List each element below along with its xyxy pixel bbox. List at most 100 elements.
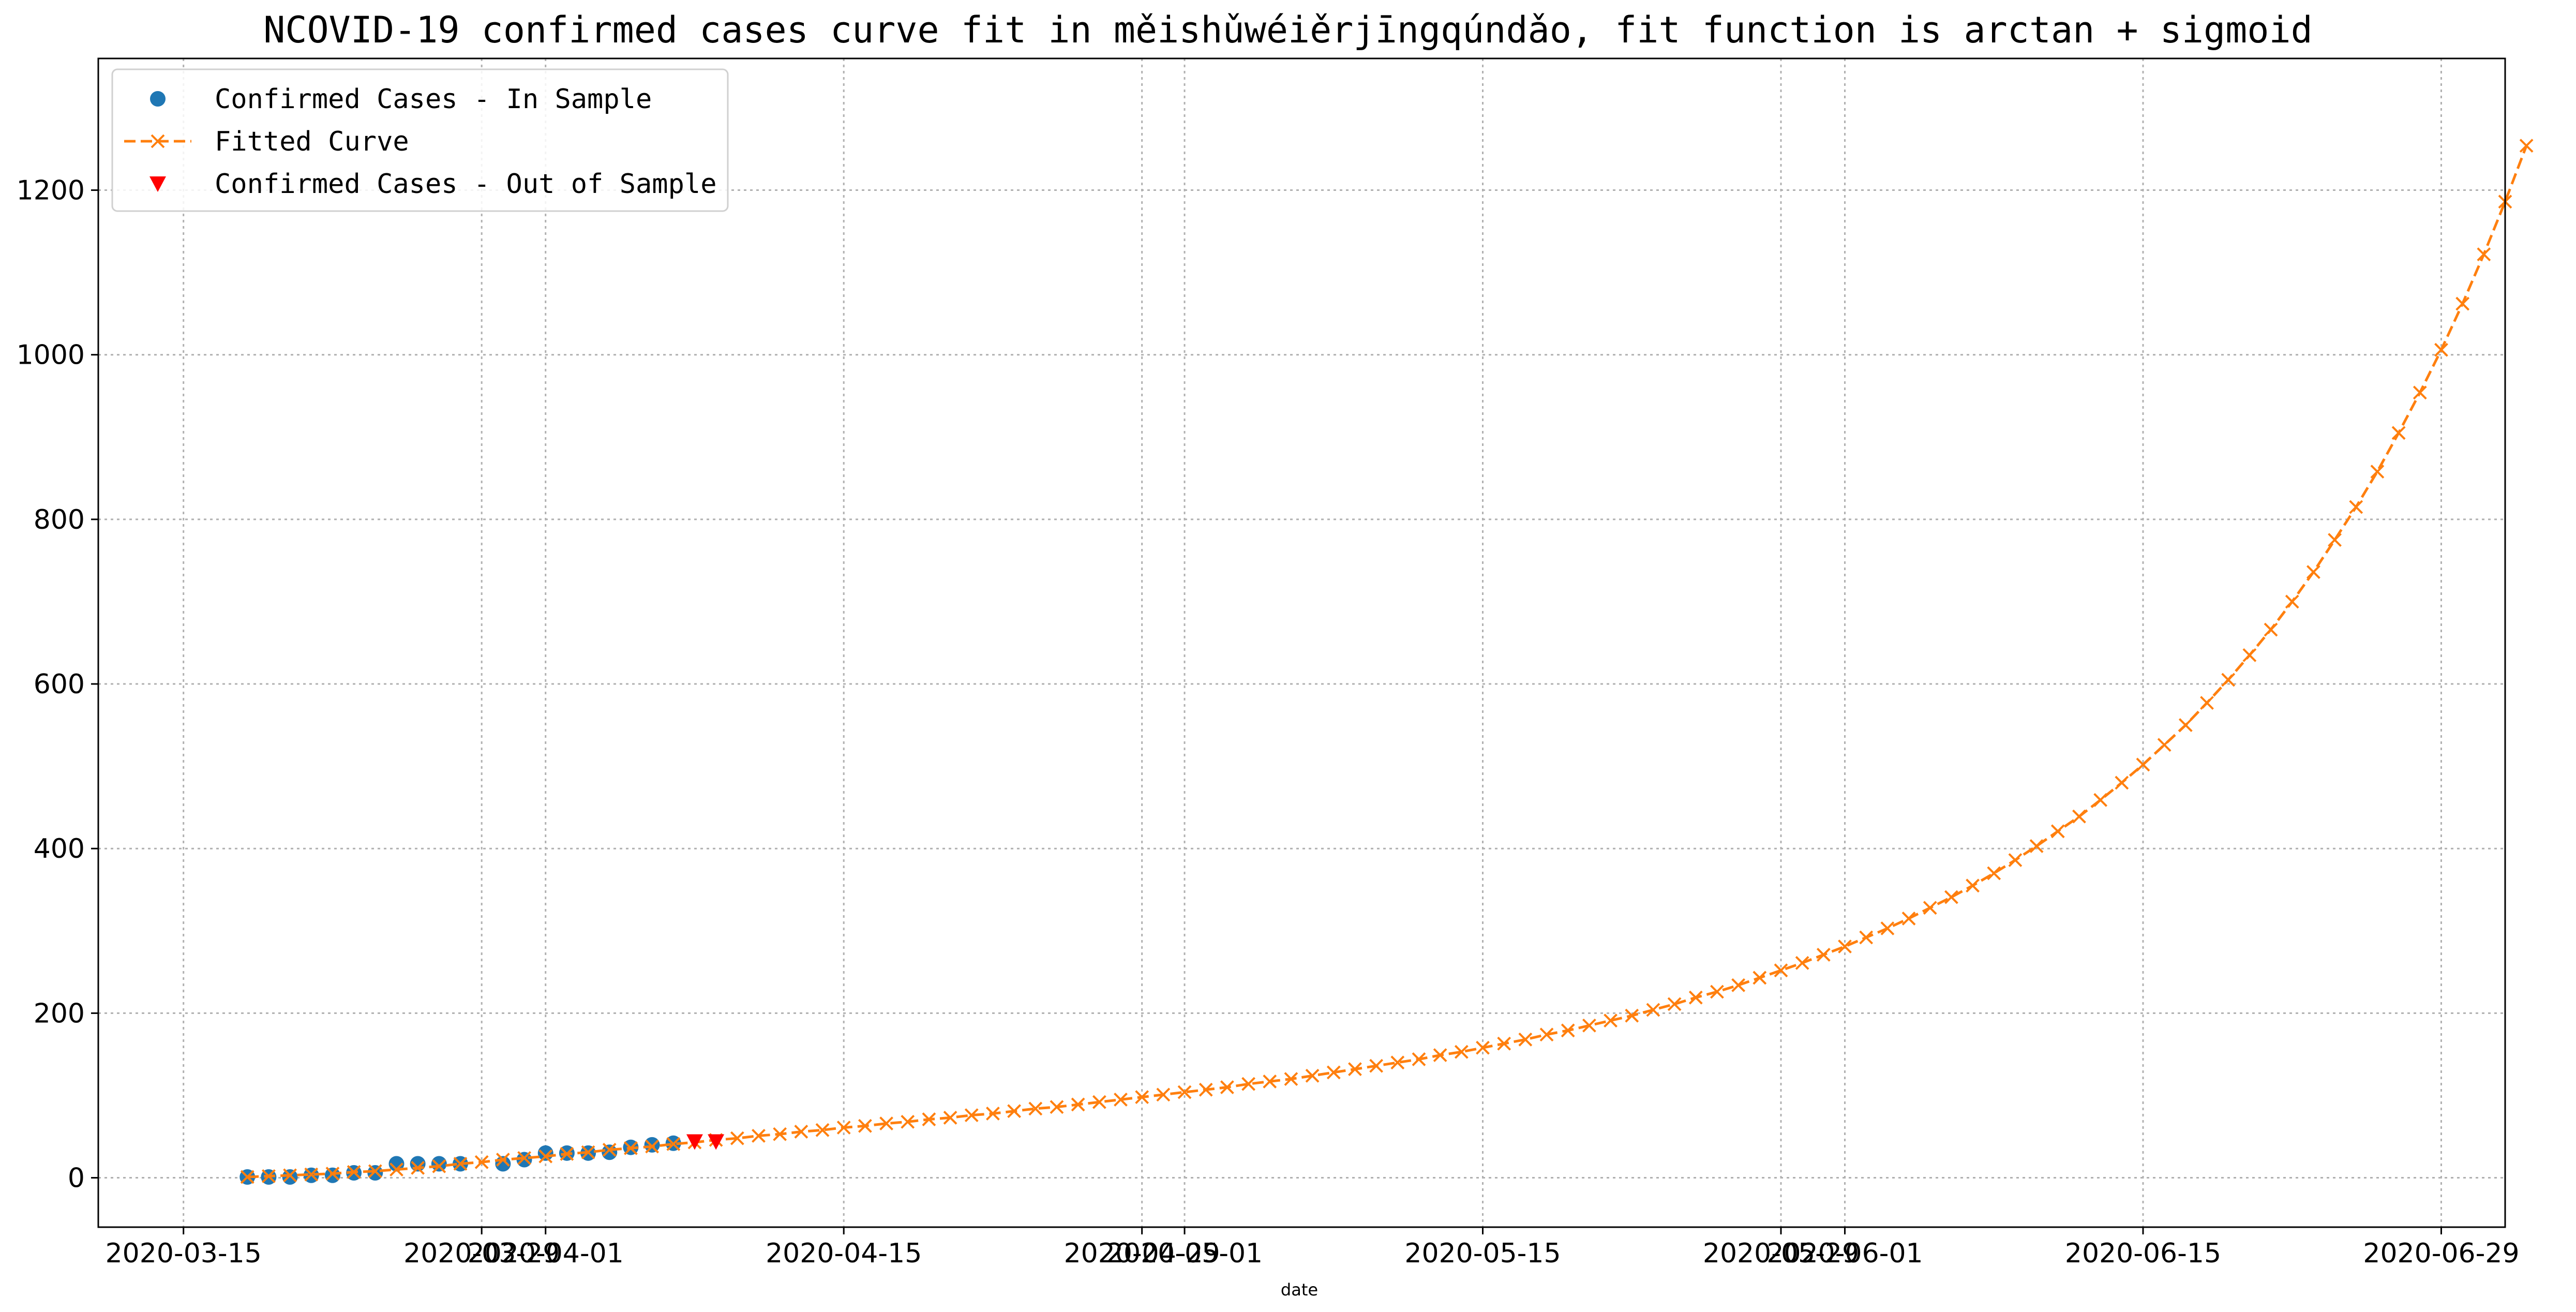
fitted-curve-marker bbox=[1944, 890, 1958, 904]
fitted-curve-marker bbox=[1348, 1062, 1362, 1076]
fitted-curve-marker bbox=[453, 1157, 468, 1171]
fitted-curve-marker bbox=[1582, 1018, 1596, 1033]
fitted-curve-marker bbox=[1561, 1023, 1575, 1038]
legend-label: Confirmed Cases - In Sample bbox=[215, 84, 652, 115]
fitted-curve-marker bbox=[262, 1169, 276, 1183]
in-sample-point bbox=[282, 1169, 298, 1185]
legend-marker-in-sample bbox=[150, 91, 166, 107]
fitted-curve-marker bbox=[2413, 385, 2427, 400]
fitted-curve-marker bbox=[752, 1129, 766, 1143]
x-tick-label: 2020-05-15 bbox=[1404, 1238, 1561, 1269]
fitted-curve-marker bbox=[1838, 940, 1852, 953]
fitted-curve-marker bbox=[1241, 1077, 1255, 1091]
fitted-curve-marker bbox=[560, 1146, 574, 1161]
in-sample-point bbox=[516, 1152, 532, 1168]
fitted-curve-marker bbox=[666, 1137, 681, 1151]
fitted-curve-marker bbox=[964, 1108, 979, 1123]
fitted-curve-marker bbox=[1156, 1087, 1171, 1102]
fitted-curve-marker bbox=[943, 1111, 957, 1125]
fitted-curve-marker bbox=[474, 1155, 489, 1169]
fitted-curve-marker bbox=[1220, 1080, 1234, 1094]
x-tick-label: 2020-03-29 bbox=[403, 1238, 560, 1269]
fitted-curve-marker bbox=[2136, 757, 2150, 772]
plot-frame bbox=[97, 57, 2506, 1228]
fitted-curve-marker bbox=[624, 1141, 638, 1155]
fitted-curve-marker bbox=[2200, 696, 2214, 710]
fitted-curve-marker bbox=[1923, 901, 1937, 915]
legend-box bbox=[111, 68, 729, 212]
fitted-curve-marker bbox=[986, 1107, 1000, 1121]
fitted-curve-marker bbox=[858, 1119, 872, 1133]
x-tick-label: 2020-05-01 bbox=[1106, 1238, 1263, 1269]
legend-marker-out-of-sample bbox=[149, 176, 166, 192]
fitted-curve-marker bbox=[1646, 1003, 1660, 1017]
fitted-curve-marker bbox=[325, 1167, 340, 1181]
fitted-curve-marker bbox=[2477, 247, 2491, 262]
fitted-curve-marker bbox=[1859, 930, 1874, 945]
fitted-curve-marker bbox=[2391, 426, 2406, 440]
x-tick-label: 2020-06-15 bbox=[2065, 1238, 2221, 1269]
x-axis-label: date bbox=[1281, 1280, 1318, 1300]
fitted-curve-marker bbox=[1028, 1101, 1043, 1116]
fitted-curve-marker bbox=[304, 1167, 319, 1182]
series-layer bbox=[239, 139, 2534, 1185]
y-tick-label: 0 bbox=[68, 1163, 85, 1194]
fitted-curve-marker bbox=[496, 1153, 510, 1167]
fitted-curve-marker bbox=[794, 1125, 808, 1139]
fitted-curve-marker bbox=[2434, 342, 2448, 357]
fitted-curve-marker bbox=[1518, 1032, 1533, 1047]
fitted-curve-marker bbox=[1092, 1095, 1106, 1109]
x-tick-label: 2020-05-29 bbox=[1703, 1238, 1859, 1269]
y-tick-label: 1200 bbox=[17, 175, 85, 206]
fitted-curve-marker bbox=[2370, 465, 2385, 479]
fitted-curve-marker bbox=[1966, 878, 1980, 893]
fitted-curve-marker bbox=[1454, 1045, 1469, 1059]
fitted-curve-marker bbox=[922, 1112, 936, 1127]
fitted-curve-marker bbox=[1326, 1065, 1341, 1080]
fitted-curve-marker bbox=[1199, 1082, 1213, 1097]
in-sample-point bbox=[324, 1167, 340, 1183]
fitted-curve-marker bbox=[1476, 1040, 1490, 1055]
fitted-curve-marker bbox=[1753, 971, 1767, 985]
fitted-curve-marker bbox=[1688, 990, 1703, 1005]
in-sample-point bbox=[431, 1156, 447, 1172]
out-of-sample-point bbox=[686, 1134, 703, 1150]
legend-marker-fitted bbox=[151, 134, 165, 148]
in-sample-point bbox=[602, 1144, 618, 1160]
x-tick-label: 2020-04-15 bbox=[766, 1238, 922, 1269]
fitted-curve-marker bbox=[1816, 948, 1831, 962]
legend-label: Fitted Curve bbox=[215, 126, 409, 157]
fitted-curve-marker bbox=[901, 1114, 915, 1129]
chart-title: NCOVID-19 confirmed cases curve fit in m… bbox=[263, 9, 2313, 51]
fitted-curve-marker bbox=[538, 1149, 553, 1164]
fitted-curve-marker bbox=[2178, 718, 2193, 732]
in-sample-point bbox=[644, 1137, 660, 1153]
fitted-curve-marker bbox=[1433, 1048, 1447, 1062]
y-tick-label: 600 bbox=[34, 669, 85, 700]
fitted-curve-marker bbox=[2221, 673, 2236, 687]
x-tick-label: 2020-06-01 bbox=[1766, 1238, 1923, 1269]
fitted-curve-marker bbox=[1050, 1100, 1064, 1114]
x-tick-label: 2020-04-29 bbox=[1064, 1238, 1220, 1269]
fitted-curve-marker bbox=[1305, 1068, 1320, 1083]
fitted-curve-marker bbox=[1710, 985, 1724, 999]
fitted-curve-marker bbox=[2050, 824, 2065, 839]
fitted-curve-marker bbox=[2072, 809, 2086, 824]
fitted-curve-marker bbox=[773, 1127, 787, 1141]
fitted-curve-marker bbox=[2285, 594, 2299, 609]
fitted-curve-marker bbox=[1497, 1036, 1511, 1051]
fitted-curve-marker bbox=[879, 1116, 893, 1130]
fitted-curve-marker bbox=[1412, 1052, 1426, 1066]
fitted-curve-marker bbox=[2242, 648, 2257, 662]
fitted-curve-marker bbox=[1880, 921, 1895, 935]
fitted-curve-marker bbox=[2093, 793, 2108, 807]
fitted-curve-marker bbox=[1071, 1097, 1085, 1112]
fitted-curve-marker bbox=[283, 1168, 297, 1183]
fitted-curve-marker bbox=[1731, 978, 1746, 992]
x-tick-label: 2020-04-01 bbox=[468, 1238, 624, 1269]
fitted-curve-marker bbox=[1795, 956, 1809, 970]
x-tick-label: 2020-03-15 bbox=[106, 1238, 262, 1269]
fitted-curve-marker bbox=[390, 1162, 403, 1177]
